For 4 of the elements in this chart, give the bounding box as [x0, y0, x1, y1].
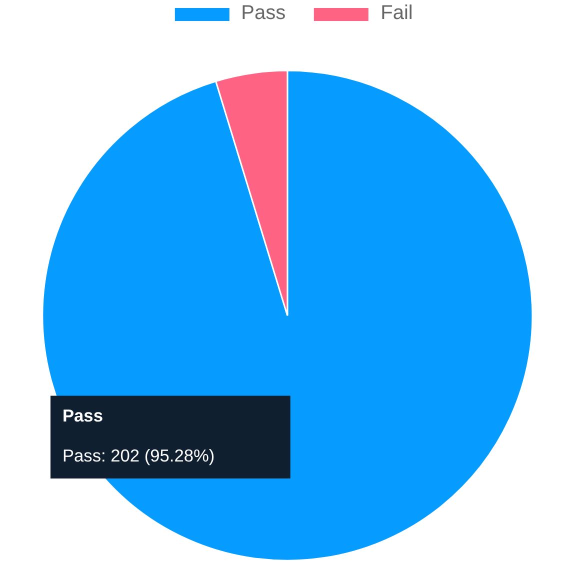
- text: Pass: 202 (95.28%): [62, 445, 215, 466]
- legend-label: Fail: [380, 2, 413, 25]
- text: Pass: [62, 406, 103, 426]
- legend-label: Pass: [241, 2, 286, 25]
